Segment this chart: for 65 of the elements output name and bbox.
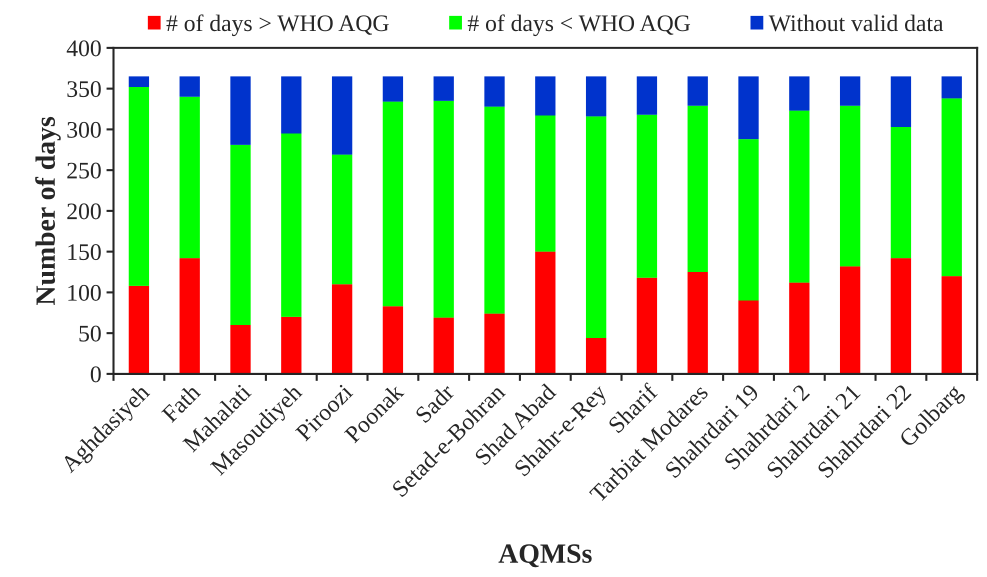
bar (332, 284, 352, 374)
bar (128, 87, 150, 286)
bar (230, 324, 251, 374)
bar (434, 76, 454, 101)
y-tick-label: 250 (67, 162, 101, 179)
bar (180, 76, 200, 97)
bar (332, 76, 352, 155)
bar (636, 114, 658, 278)
bar (840, 106, 860, 266)
y-tick-label: 200 (67, 203, 101, 220)
bar (789, 282, 810, 374)
bar (789, 76, 810, 111)
bar (586, 76, 606, 116)
bar (382, 102, 404, 306)
bar (586, 338, 606, 374)
bar (281, 316, 302, 374)
bar (128, 286, 150, 374)
bar (535, 116, 556, 252)
bar (230, 76, 251, 145)
bar (942, 76, 962, 98)
bar (586, 116, 606, 338)
bar (484, 314, 505, 374)
bar (942, 98, 962, 276)
bar (128, 76, 150, 88)
bar (738, 139, 759, 301)
y-axis-title: Number of days (35, 116, 61, 306)
bar (636, 76, 658, 115)
bar (890, 126, 912, 258)
bar (738, 300, 759, 374)
bar (738, 76, 759, 140)
y-tick-label: 0 (90, 366, 101, 382)
bar (535, 252, 556, 374)
bar (180, 96, 200, 258)
y-tick-label: 400 (66, 40, 101, 56)
bar (688, 272, 708, 374)
y-tick-label: 100 (68, 284, 101, 301)
bar (942, 276, 962, 374)
bar (332, 154, 352, 284)
bar (535, 76, 556, 116)
bar (789, 110, 810, 283)
y-tick-label: 350 (67, 81, 101, 98)
bar (382, 306, 404, 374)
bar (484, 76, 505, 107)
y-tick-label: 300 (67, 122, 101, 138)
bar (281, 76, 302, 134)
bar (281, 133, 302, 317)
bar (382, 76, 404, 102)
bar (890, 76, 912, 127)
legend-label: # of days < WHO AQG (468, 14, 690, 36)
bar (840, 76, 860, 106)
y-tick-label: 50 (79, 326, 101, 342)
bar (180, 258, 200, 374)
bar (840, 266, 860, 374)
x-axis-title: AQMSs (498, 544, 592, 568)
bar (434, 100, 454, 318)
bar (688, 106, 708, 272)
bar (434, 318, 454, 374)
legend-label: Without valid data (768, 14, 944, 32)
bar (636, 278, 658, 374)
bar (890, 258, 912, 374)
bar (484, 106, 505, 314)
bar (230, 144, 251, 325)
legend-label: # of days > WHO AQG (166, 14, 389, 36)
bar (688, 76, 708, 106)
y-tick-label: 150 (68, 244, 101, 260)
